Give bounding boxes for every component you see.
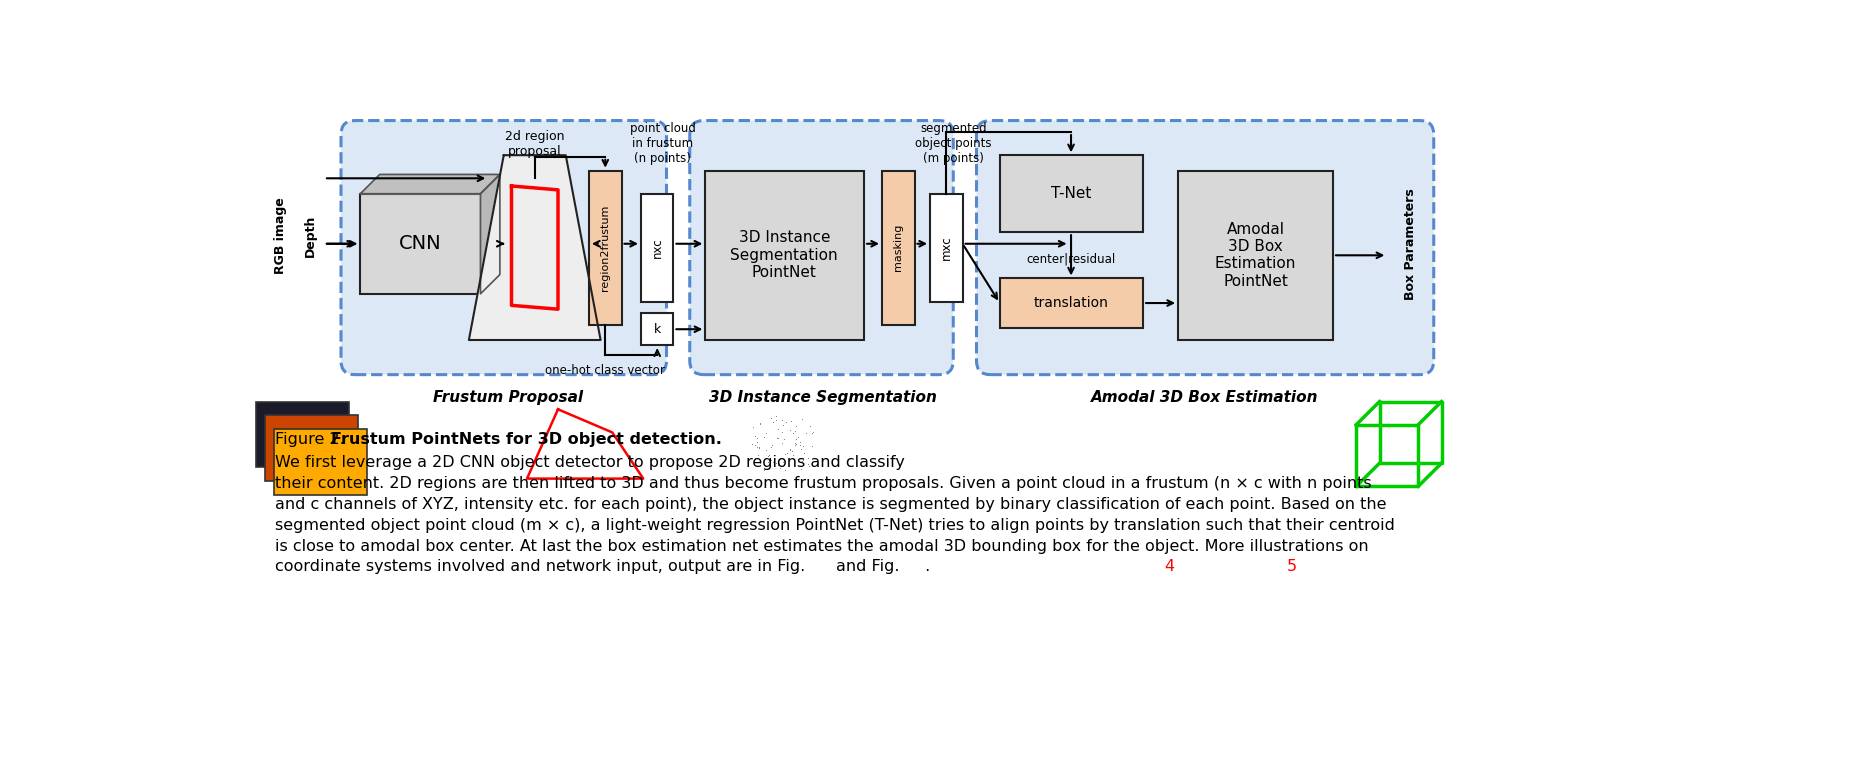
- FancyBboxPatch shape: [690, 121, 952, 374]
- Text: 4: 4: [1164, 559, 1174, 574]
- Bar: [705, 171, 865, 340]
- Text: CNN: CNN: [398, 234, 441, 254]
- Text: 3D Instance
Segmentation
PointNet: 3D Instance Segmentation PointNet: [731, 230, 839, 280]
- Polygon shape: [469, 155, 601, 340]
- Text: segmented object point cloud (m × c), a light-weight regression PointNet (T-Net): segmented object point cloud (m × c), a …: [275, 518, 1395, 533]
- Text: Figure 2.: Figure 2.: [275, 432, 350, 448]
- FancyBboxPatch shape: [340, 121, 666, 374]
- Text: masking: masking: [893, 224, 904, 271]
- Text: RGB image: RGB image: [273, 197, 286, 275]
- Text: Amodal 3D Box Estimation: Amodal 3D Box Estimation: [1092, 390, 1319, 406]
- Bar: [882, 171, 915, 324]
- Bar: [361, 193, 480, 294]
- Bar: [1001, 155, 1144, 232]
- Text: translation: translation: [1034, 296, 1109, 310]
- Polygon shape: [480, 175, 500, 294]
- Bar: [255, 402, 350, 467]
- Bar: [275, 429, 366, 495]
- Bar: [930, 193, 963, 302]
- Text: one-hot class vector: one-hot class vector: [545, 364, 666, 378]
- Polygon shape: [361, 175, 500, 193]
- Text: Frustum PointNets for 3D object detection.: Frustum PointNets for 3D object detectio…: [331, 432, 722, 448]
- Bar: [642, 313, 673, 346]
- Text: We first leverage a 2D CNN object detector to propose 2D regions and classify: We first leverage a 2D CNN object detect…: [275, 456, 906, 470]
- Text: region2frustum: region2frustum: [601, 204, 610, 291]
- Text: Box Parameters: Box Parameters: [1404, 188, 1417, 300]
- Text: their content. 2D regions are then lifted to 3D and thus become frustum proposal: their content. 2D regions are then lifte…: [275, 477, 1371, 491]
- Text: point cloud
in frustum
(n points): point cloud in frustum (n points): [631, 122, 696, 165]
- Text: center|residual: center|residual: [1027, 253, 1116, 266]
- Text: coordinate systems involved and network input, output are in Fig.      and Fig. : coordinate systems involved and network …: [275, 559, 930, 574]
- Text: Frustum Proposal: Frustum Proposal: [433, 390, 582, 406]
- Text: segmented
object points
(m points): segmented object points (m points): [915, 122, 991, 165]
- Text: is close to amodal box center. At last the box estimation net estimates the amod: is close to amodal box center. At last t…: [275, 539, 1369, 554]
- Text: 2d region
proposal: 2d region proposal: [506, 129, 564, 158]
- Bar: [264, 416, 357, 481]
- Text: mxc: mxc: [939, 236, 952, 260]
- Bar: [590, 171, 621, 324]
- Bar: [642, 193, 673, 302]
- Text: Amodal
3D Box
Estimation
PointNet: Amodal 3D Box Estimation PointNet: [1215, 222, 1296, 289]
- Bar: [1001, 278, 1144, 328]
- Text: 5: 5: [1287, 559, 1296, 574]
- Text: 3D Instance Segmentation: 3D Instance Segmentation: [709, 390, 937, 406]
- Text: k: k: [653, 323, 660, 335]
- Text: Depth: Depth: [303, 215, 316, 257]
- Bar: [1177, 171, 1334, 340]
- FancyBboxPatch shape: [976, 121, 1434, 374]
- Text: T-Net: T-Net: [1051, 186, 1092, 201]
- Text: and c channels of XYZ, intensity etc. for each point), the object instance is se: and c channels of XYZ, intensity etc. fo…: [275, 497, 1386, 512]
- Text: nxc: nxc: [651, 237, 664, 258]
